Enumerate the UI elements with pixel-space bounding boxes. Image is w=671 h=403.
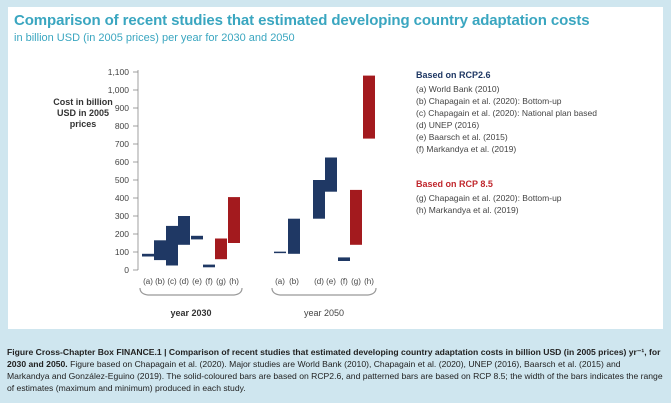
y-tick-label: 600 — [115, 157, 129, 167]
x-tick-label-2030: (e) — [192, 277, 202, 286]
x-tick-label-2030: (b) — [155, 277, 165, 286]
bar-2050-d — [313, 180, 325, 219]
x-tick-label-2030: (a) — [143, 277, 153, 286]
group-label-2050: year 2050 — [304, 308, 344, 318]
x-tick-label-2050: (g) — [351, 277, 361, 286]
x-tick-label-2030: (f) — [205, 277, 213, 286]
y-tick-label: 900 — [115, 103, 129, 113]
bar-2030-g — [215, 238, 227, 260]
y-axis-label: Cost in billion USD in 2005 prices — [53, 97, 113, 129]
y-tick-label: 1,100 — [108, 67, 130, 77]
bar-2030-e — [191, 235, 203, 240]
legend-item-g: (g) Chapagain et al. (2020): Bottom-up — [416, 193, 562, 203]
caption-text: Figure based on Chapagain et al. (2020).… — [7, 359, 663, 393]
x-tick-label-2050: (d) — [314, 277, 324, 286]
bar-2030-c — [166, 225, 178, 266]
y-tick-label: 0 — [124, 265, 129, 275]
x-tick-label-2050: (a) — [275, 277, 285, 286]
chart-subtitle: in billion USD (in 2005 prices) per year… — [14, 32, 295, 44]
legend-item-a: (a) World Bank (2010) — [416, 84, 500, 94]
legend-item-d: (d) UNEP (2016) — [416, 120, 480, 130]
legend-item-c: (c) Chapagain et al. (2020): National pl… — [416, 108, 597, 118]
y-tick-label: 200 — [115, 229, 129, 239]
figure-caption: Figure Cross-Chapter Box FINANCE.1 | Com… — [7, 346, 663, 394]
legend-item-e: (e) Baarsch et al. (2015) — [416, 132, 508, 142]
legend-item-b: (b) Chapagain et al. (2020): Bottom-up — [416, 96, 562, 106]
bar-2050-h — [363, 75, 375, 139]
legend-item-h: (h) Markandya et al. (2019) — [416, 205, 519, 215]
group-label-2030: year 2030 — [170, 308, 211, 318]
caption-bold: Figure Cross-Chapter Box FINANCE.1 | Com… — [7, 347, 661, 369]
legend-rcp85: Based on RCP 8.5 (g) Chapagain et al. (2… — [416, 179, 562, 216]
x-tick-label-2050: (e) — [326, 277, 336, 286]
bar-2050-a — [274, 251, 286, 254]
x-tick-label-2030: (g) — [216, 277, 226, 286]
bar-2030-a — [142, 253, 154, 257]
group-bracket-2030 — [139, 287, 243, 296]
group-bracket-2050 — [271, 287, 377, 296]
x-tick-label-2050: (b) — [289, 277, 299, 286]
legend-rcp85-title: Based on RCP 8.5 — [416, 179, 493, 189]
y-tick-label: 300 — [115, 211, 129, 221]
bar-2030-f — [203, 264, 215, 268]
x-tick-label-2030: (c) — [167, 277, 177, 286]
x-tick-label-2050: (f) — [340, 277, 348, 286]
y-tick-label: 500 — [115, 175, 129, 185]
chart-title: Comparison of recent studies that estima… — [14, 12, 590, 29]
legend-rcp26: Based on RCP2.6 (a) World Bank (2010) (b… — [416, 70, 597, 155]
legend-item-f: (f) Markandya et al. (2019) — [416, 144, 517, 154]
y-tick-label: 700 — [115, 139, 129, 149]
legend-rcp26-title: Based on RCP2.6 — [416, 70, 491, 80]
bar-2050-f — [338, 257, 350, 261]
y-tick-label: 1,000 — [108, 85, 130, 95]
bar-2050-e — [325, 157, 337, 192]
y-tick-label: 100 — [115, 247, 129, 257]
bar-2030-d — [178, 216, 190, 245]
bar-2050-g — [350, 189, 362, 245]
x-tick-label-2030: (h) — [229, 277, 239, 286]
y-tick-label: 400 — [115, 193, 129, 203]
bar-2030-b — [154, 240, 166, 261]
y-tick-label: 800 — [115, 121, 129, 131]
bar-2030-h — [228, 197, 240, 243]
bar-2050-b — [288, 218, 300, 254]
x-tick-label-2050: (h) — [364, 277, 374, 286]
x-tick-label-2030: (d) — [179, 277, 189, 286]
